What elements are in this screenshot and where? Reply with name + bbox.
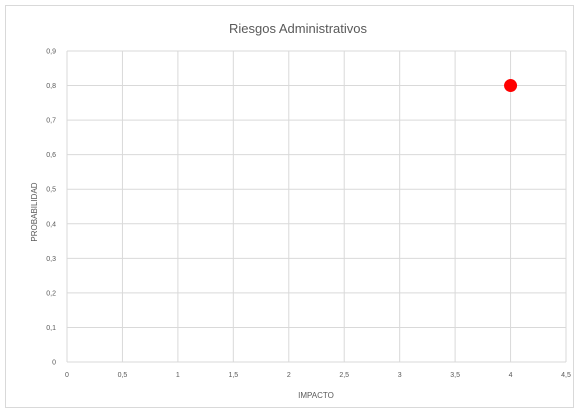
y-tick-label: 0 — [52, 360, 56, 367]
data-point — [504, 79, 518, 93]
chart-frame — [5, 5, 574, 408]
y-tick-label: 0,7 — [46, 118, 56, 125]
x-tick-label: 2,5 — [339, 372, 349, 379]
y-tick-label: 0,4 — [46, 221, 56, 228]
tick-labels: 0 0,5 1 1,5 2 2,5 3 3,5 4 4,5 0 0,1 0,2 0,3 0,4 0,5 0,6 0… — [46, 49, 571, 380]
x-axis-title: IMPACTO — [298, 391, 334, 400]
y-tick-label: 0,8 — [46, 83, 56, 90]
y-tick-label: 0,3 — [46, 256, 56, 263]
y-tick-label: 0,5 — [46, 187, 56, 194]
x-tick-label: 4,5 — [561, 372, 571, 379]
x-tick-label: 2 — [287, 372, 291, 379]
x-tick-label: 3,5 — [450, 372, 460, 379]
data-points — [504, 79, 518, 93]
x-tick-label: 0 — [65, 372, 69, 379]
y-axis-title: PROBABILIDAD — [30, 182, 39, 241]
x-tick-label: 4 — [509, 372, 513, 379]
y-tick-label: 0,2 — [46, 290, 56, 297]
y-tick-label: 0,1 — [46, 325, 56, 332]
y-tick-label: 0,6 — [46, 152, 56, 159]
chart-title: Riesgos Administrativos — [229, 21, 367, 36]
x-tick-label: 0,5 — [118, 372, 128, 379]
grid-lines — [66, 50, 567, 363]
x-tick-label: 1 — [176, 372, 180, 379]
x-tick-label: 3 — [398, 372, 402, 379]
y-tick-label: 0,9 — [46, 49, 56, 56]
x-tick-label: 1,5 — [228, 372, 238, 379]
